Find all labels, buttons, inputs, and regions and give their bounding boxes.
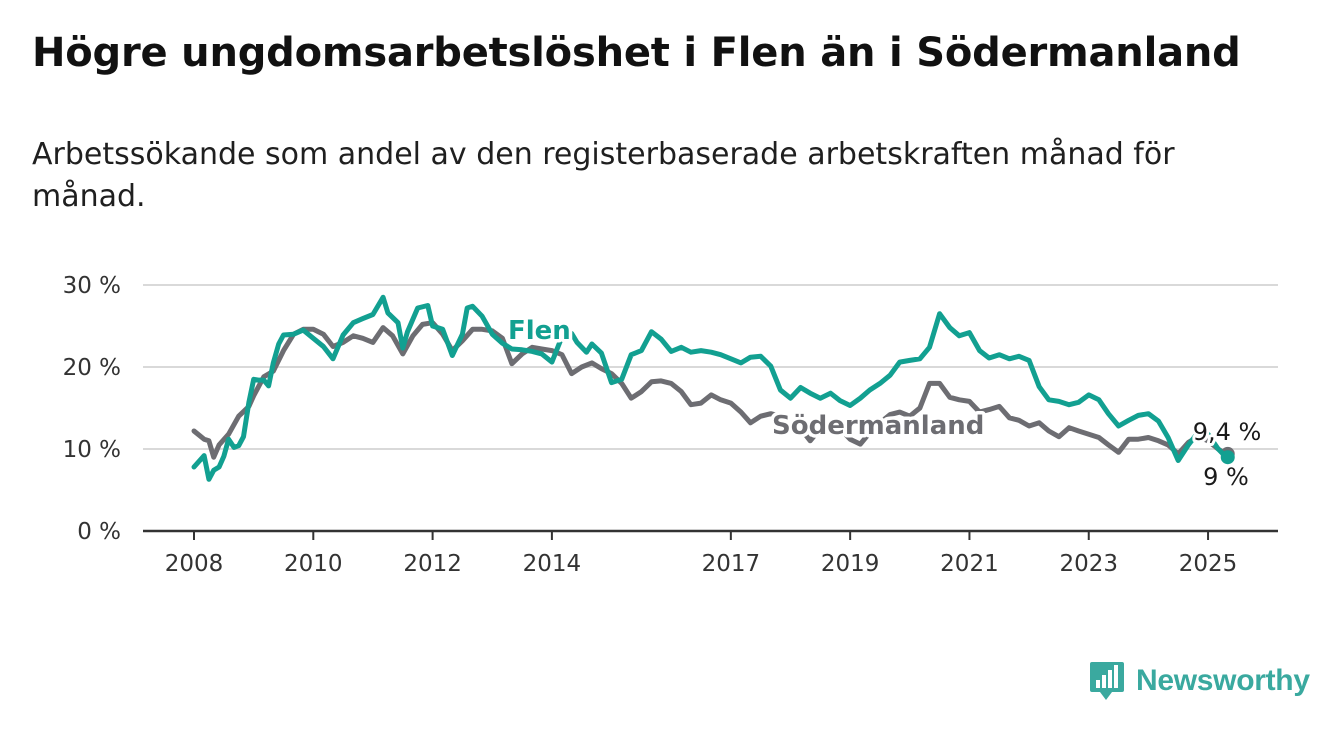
y-tick-label: 10 %: [63, 437, 121, 463]
newsworthy-logo[interactable]: Newsworthy: [1088, 660, 1310, 702]
series-line-flen: [191, 294, 1231, 482]
x-tick-label: 2017: [702, 551, 761, 577]
gridlines: [143, 284, 1278, 450]
series-lines: [191, 294, 1235, 482]
end-label-sodermanland: 9,4 %: [1193, 418, 1262, 446]
x-tick-label: 2019: [821, 551, 880, 577]
x-tick-label: 2021: [940, 551, 999, 577]
x-tick-label: 2008: [165, 551, 224, 577]
end-label-flen: 9 %: [1203, 463, 1249, 491]
series-label-sodermanland: Södermanland: [772, 411, 984, 441]
y-tick-label: 20 %: [63, 355, 121, 381]
y-tick-label: 0 %: [77, 519, 121, 545]
y-tick-label: 30 %: [63, 273, 121, 299]
x-tick-label: 2012: [403, 551, 462, 577]
logo-text: Newsworthy: [1136, 664, 1310, 697]
y-axis-ticks: 0 % 10 % 20 % 30 %: [63, 273, 121, 545]
series-label-flen: Flen: [508, 316, 571, 346]
chart-title: Högre ungdomsarbetslöshet i Flen än i Sö…: [32, 30, 1241, 76]
x-tick-label: 2023: [1059, 551, 1118, 577]
x-axis-ticks: 2008 2010 2012 2014 2017 2019 2021 2023 2025: [165, 531, 1238, 577]
series-end-point: [1220, 450, 1235, 465]
end-label-flen-halo: 9 %: [1203, 463, 1249, 491]
series-label-sodermanland-halo: Södermanland: [772, 411, 984, 441]
series-label-flen-halo: Flen: [508, 316, 571, 346]
series-line-sodermanland: [191, 320, 1231, 460]
x-tick-label: 2010: [284, 551, 343, 577]
end-label-sodermanland-halo: 9,4 %: [1193, 418, 1262, 446]
x-tick-label: 2025: [1179, 551, 1238, 577]
x-tick-label: 2014: [523, 551, 582, 577]
chart-subtitle: Arbetssökande som andel av den registerb…: [32, 137, 1175, 214]
newsworthy-bar-chart-icon: [1090, 662, 1124, 700]
